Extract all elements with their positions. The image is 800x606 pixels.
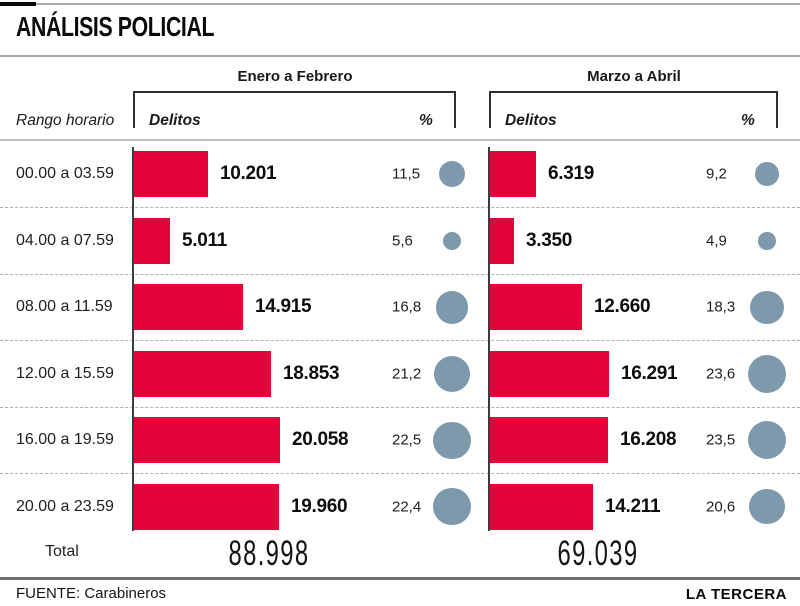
- pct-value: 21,2: [392, 365, 422, 383]
- delitos-bar-enero-febrero: [134, 284, 243, 331]
- pct-bubble: [750, 290, 784, 325]
- column-header-delitos-1: Delitos: [149, 112, 201, 129]
- pct-bubble: [433, 355, 471, 392]
- delitos-value: 14.915: [255, 296, 312, 318]
- period-label-marzo-abril: Marzo a Abril: [587, 68, 681, 85]
- delitos-value: 19.960: [291, 495, 348, 517]
- delitos-bar-enero-febrero: [134, 151, 208, 198]
- pct-value: 5,6: [392, 232, 413, 250]
- total-label: Total: [45, 543, 79, 560]
- column-header-pct-2: %: [741, 112, 755, 129]
- brand-logo-la-tercera: LA TERCERA: [685, 586, 787, 603]
- column-header-delitos-2: Delitos: [505, 112, 557, 129]
- delitos-bar-marzo-abril: [490, 483, 593, 530]
- header-bottom-rule: [0, 139, 800, 141]
- time-range-label: 00.00 a 03.59: [16, 165, 114, 183]
- delitos-value: 12.660: [594, 296, 651, 318]
- pct-value: 16,8: [392, 298, 422, 316]
- pct-bubble: [747, 421, 787, 460]
- table-row: 08.00 a 11.59 14.915 16,8 12.660 18,3: [0, 273, 800, 340]
- pct-bubble: [435, 291, 469, 324]
- pct-value: 9,2: [706, 165, 727, 183]
- delitos-value: 14.211: [605, 495, 661, 517]
- footer-rule: [0, 577, 800, 580]
- delitos-bar-marzo-abril: [490, 284, 582, 331]
- pct-bubble: [758, 232, 776, 250]
- pct-value: 11,5: [392, 165, 421, 183]
- time-range-label: 08.00 a 11.59: [16, 298, 113, 316]
- total-value-marzo-abril: 69.039: [557, 534, 639, 573]
- time-range-label: 12.00 a 15.59: [16, 364, 114, 382]
- pct-value: 4,9: [706, 232, 727, 250]
- period-label-enero-febrero: Enero a Febrero: [237, 68, 353, 85]
- bar-axis-enero-febrero: [132, 147, 134, 531]
- time-range-label: 20.00 a 23.59: [16, 497, 114, 515]
- delitos-bar-marzo-abril: [490, 218, 514, 265]
- total-value-enero-febrero: 88.998: [228, 534, 310, 573]
- pct-bubble: [747, 354, 787, 393]
- delitos-value: 3.350: [526, 230, 573, 252]
- top-rule: [0, 3, 800, 5]
- delitos-value: 18.853: [283, 362, 340, 384]
- pct-bubble: [433, 421, 471, 459]
- page-title: ANÁLISIS POLICIAL: [16, 11, 215, 42]
- table-row: 04.00 a 07.59 5.011 5,6 3.350 4,9: [0, 207, 800, 273]
- pct-value: 23,6: [706, 365, 736, 383]
- delitos-bar-enero-febrero: [134, 417, 280, 464]
- column-header-pct-1: %: [419, 112, 433, 129]
- delitos-bar-enero-febrero: [134, 483, 279, 530]
- pct-bubble: [749, 488, 785, 525]
- column-header-rango-horario: Rango horario: [16, 112, 115, 129]
- pct-value: 23,5: [706, 431, 736, 449]
- pct-value: 20,6: [706, 498, 736, 516]
- table-row: 16.00 a 19.59 20.058 22,5 16.208 23,5: [0, 406, 800, 473]
- table-row: 12.00 a 15.59 18.853 21,2 16.291 23,6: [0, 340, 800, 406]
- pct-value: 22,5: [392, 431, 422, 449]
- delitos-bar-marzo-abril: [490, 417, 608, 464]
- table-row: 00.00 a 03.59 10.201 11,5 6.319 9,2: [0, 141, 800, 207]
- pct-bubble: [433, 488, 471, 526]
- chart-rows: 00.00 a 03.59 10.201 11,5 6.319 9,2 04.0…: [0, 141, 800, 540]
- column-group-bracket-2: [489, 91, 778, 128]
- table-row: 20.00 a 23.59 19.960 22,4 14.211 20,6: [0, 472, 800, 539]
- bar-axis-marzo-abril: [488, 147, 490, 531]
- delitos-value: 5.011: [182, 230, 227, 252]
- delitos-value: 16.208: [620, 429, 677, 451]
- time-range-label: 04.00 a 07.59: [16, 232, 114, 250]
- delitos-value: 6.319: [548, 163, 595, 185]
- delitos-bar-marzo-abril: [490, 151, 536, 198]
- delitos-bar-enero-febrero: [134, 350, 271, 397]
- delitos-bar-marzo-abril: [490, 350, 609, 397]
- delitos-bar-enero-febrero: [134, 218, 170, 265]
- column-group-bracket-1: [133, 91, 456, 128]
- pct-bubble: [755, 162, 779, 187]
- top-rule-accent: [0, 2, 36, 6]
- time-range-label: 16.00 a 19.59: [16, 431, 114, 449]
- delitos-value: 20.058: [292, 429, 349, 451]
- pct-bubble: [438, 160, 466, 188]
- title-rule: [0, 55, 800, 57]
- delitos-value: 16.291: [621, 362, 678, 384]
- pct-bubble: [442, 231, 462, 251]
- pct-value: 18,3: [706, 298, 736, 316]
- pct-value: 22,4: [392, 498, 422, 516]
- source-credit: FUENTE: Carabineros: [16, 585, 167, 602]
- delitos-value: 10.201: [220, 163, 277, 185]
